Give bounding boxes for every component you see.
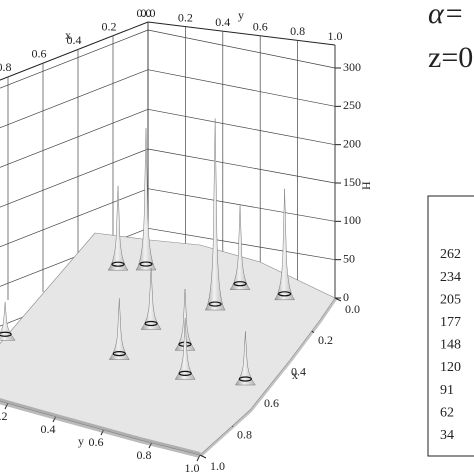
annotation: α=	[428, 0, 464, 30]
grid-line	[147, 69, 336, 107]
y-axis-label: y	[78, 434, 84, 448]
z-tick-label: 300	[343, 60, 361, 74]
grid-line	[0, 188, 149, 248]
x-tick-label: 1.0	[210, 459, 225, 473]
y-axis-label: y	[238, 8, 244, 22]
y-tick-label: 0.6	[253, 20, 268, 34]
y-tick-label: 0.8	[290, 24, 305, 38]
x-tick-label: 0.2	[102, 19, 117, 33]
contour-ring	[144, 320, 158, 327]
grid-line	[0, 29, 149, 89]
contour-ring	[278, 291, 292, 297]
peak	[174, 318, 196, 380]
grid-line	[147, 29, 336, 69]
legend-label: 62	[440, 405, 454, 420]
z-tick-label: 250	[343, 98, 361, 112]
y-tick-label: 0.4	[215, 15, 230, 29]
x-tick-label: 0.4	[67, 33, 82, 47]
peak	[135, 128, 157, 271]
contour-ring	[238, 376, 252, 382]
y-tick-label: 0.2	[178, 10, 193, 24]
contour-ring	[178, 370, 192, 376]
x-tick-label: 0.2	[318, 333, 333, 347]
peak	[140, 268, 162, 330]
contour-ring	[139, 261, 153, 267]
legend-label: 91	[440, 383, 454, 398]
x-tick-label: 0.8	[0, 60, 12, 74]
tick-mark	[199, 454, 207, 459]
grid-line	[147, 108, 336, 146]
y-tick-label: 0.8	[137, 448, 152, 462]
peak	[108, 298, 130, 360]
legend-label: 148	[440, 338, 461, 353]
peak	[234, 331, 256, 386]
z-tick-label: 150	[343, 175, 361, 189]
peak	[107, 185, 129, 271]
y-tick-label: 0.0	[141, 6, 156, 20]
grid-line	[147, 148, 336, 184]
z-tick-label: 200	[343, 136, 361, 150]
x-tick-label: 0.8	[237, 427, 252, 441]
x-tick-label: 0.0	[345, 302, 360, 316]
peak	[0, 301, 16, 341]
legend-label: 120	[440, 360, 461, 375]
legend-label: 34	[440, 428, 454, 443]
legend-label: 177	[440, 315, 461, 330]
surface-edge	[0, 398, 201, 458]
grid-line	[147, 188, 336, 222]
x-tick-label: 0.0	[137, 6, 152, 20]
y-tick-label: 0.4	[41, 422, 56, 436]
grid-line	[0, 109, 149, 168]
annotation: z=0	[428, 41, 473, 74]
x-axis-label: x	[292, 368, 298, 382]
x-tick-label: 0.4	[291, 365, 306, 379]
z-tick-label: 50	[343, 251, 355, 265]
peak	[274, 188, 296, 301]
contour-ring	[112, 350, 126, 357]
contour-ring	[233, 281, 247, 287]
y-tick-label: 0.6	[89, 435, 104, 449]
y-tick-label: 0.2	[0, 409, 8, 423]
contour-ring	[208, 301, 222, 307]
peak	[204, 118, 226, 311]
tick-mark	[334, 297, 342, 302]
contour-ring	[111, 261, 125, 267]
grid-line	[0, 69, 149, 129]
z-tick-label: 100	[343, 213, 361, 227]
contour-ring	[0, 331, 12, 337]
legend-label: 262	[440, 247, 461, 262]
x-tick-label: 0.6	[264, 396, 279, 410]
x-axis-label: x	[65, 28, 71, 42]
x-tick-label: 0.6	[32, 47, 47, 61]
peak	[229, 205, 251, 290]
y-tick-label: 1.0	[185, 461, 200, 474]
legend-label: 234	[440, 270, 461, 285]
legend-label: 205	[440, 292, 461, 307]
z-axis-label: H	[359, 181, 373, 190]
z-tick-label: 0	[343, 290, 349, 304]
legend-box	[427, 195, 474, 457]
grid-line	[0, 148, 149, 208]
y-tick-label: 1.0	[328, 29, 343, 43]
